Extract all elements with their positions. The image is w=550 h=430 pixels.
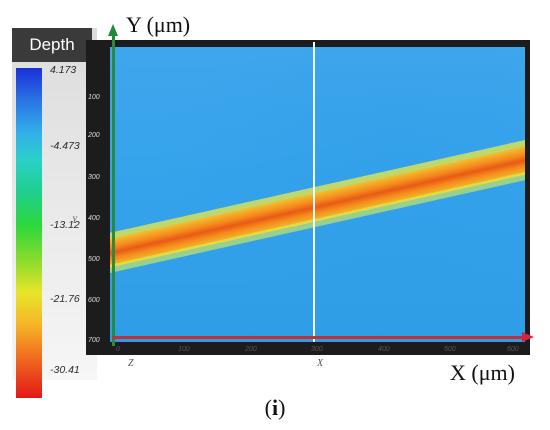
x-axis-line bbox=[112, 336, 526, 339]
x-tick: 500 bbox=[444, 346, 456, 353]
depth-scan-image bbox=[110, 47, 525, 342]
depth-tick-1: 4.173 bbox=[50, 64, 77, 76]
depth-tick-2: -4.473 bbox=[50, 140, 80, 152]
x-tick: 600 bbox=[507, 346, 519, 353]
y-tick: 400 bbox=[88, 215, 100, 222]
y-tick: 100 bbox=[88, 94, 100, 101]
depth-tick-5: -30.41 bbox=[50, 364, 80, 376]
depth-tick-4: -21.76 bbox=[50, 293, 80, 305]
x-tick: 400 bbox=[378, 346, 390, 353]
y-axis-label: Y (μm) bbox=[126, 12, 191, 37]
depth-legend-panel: Depth 4.173 -4.473 -13.12 -21.76 -30.41 … bbox=[12, 28, 97, 398]
crosshair-line[interactable] bbox=[313, 42, 315, 342]
y-tick: 700 bbox=[88, 337, 100, 344]
y-axis-line bbox=[112, 36, 115, 346]
y-tick: 600 bbox=[88, 297, 100, 304]
figure-caption: (i) bbox=[0, 395, 550, 421]
x-tick: 300 bbox=[311, 346, 323, 353]
y-tick: 200 bbox=[88, 132, 100, 139]
caption-open: ( bbox=[264, 395, 272, 420]
under-axis-label-x: X bbox=[317, 358, 324, 369]
y-axis-arrow-icon bbox=[108, 24, 118, 36]
depth-color-bar bbox=[16, 68, 42, 398]
caption-close: ) bbox=[278, 395, 286, 420]
x-origin-tick: 0 bbox=[116, 346, 120, 353]
y-tick: 500 bbox=[88, 256, 100, 263]
x-axis-arrow-icon bbox=[522, 332, 534, 342]
caption-letter: i bbox=[271, 395, 279, 420]
y-tick: 300 bbox=[88, 174, 100, 181]
depth-tick-3: -13.12 bbox=[50, 219, 80, 231]
depth-title: Depth bbox=[12, 28, 92, 62]
under-axis-label-z: Z bbox=[128, 358, 134, 369]
x-tick: 200 bbox=[245, 346, 257, 353]
x-tick: 100 bbox=[178, 346, 190, 353]
x-axis-label: X (μm) bbox=[450, 360, 515, 385]
depth-side-label: Y bbox=[72, 215, 78, 225]
